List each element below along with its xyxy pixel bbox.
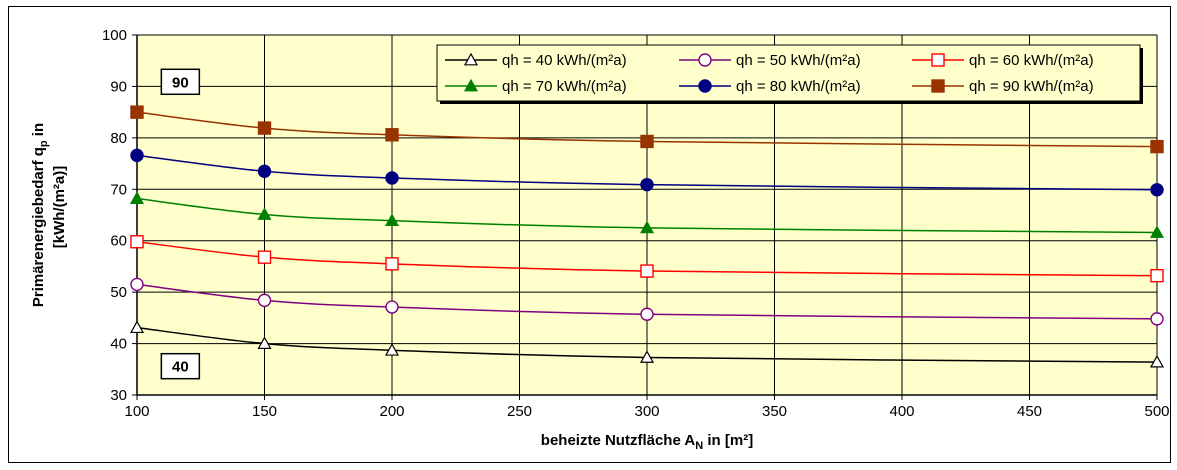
y-tick-label: 50 bbox=[110, 284, 127, 301]
data-point bbox=[1150, 312, 1164, 326]
annotation-box bbox=[160, 352, 201, 380]
series-group bbox=[129, 105, 1165, 368]
y-tick-label: 100 bbox=[102, 27, 127, 44]
x-tick-label: 500 bbox=[1144, 403, 1169, 420]
legend-label: qh = 40 kWh/(m²a) bbox=[502, 52, 627, 69]
y-axis-title-line2: [kWh/(m²a)] bbox=[51, 166, 68, 249]
annotation-label: 40 bbox=[172, 359, 189, 376]
legend-item-4: qh = 70 kWh/(m²a) bbox=[445, 78, 627, 95]
legend-label: qh = 70 kWh/(m²a) bbox=[502, 78, 627, 95]
x-tick-label: 100 bbox=[124, 403, 149, 420]
tick-labels: 100 150 200 250 300 350 400 450 500 30 40 50 60 70 80 9… bbox=[102, 27, 1170, 420]
data-point bbox=[384, 343, 400, 356]
annotations: 90 40 bbox=[160, 68, 201, 380]
legend-label: qh = 60 kWh/(m²a) bbox=[969, 52, 1094, 69]
series-line bbox=[136, 154, 1158, 191]
series-3 bbox=[130, 235, 1164, 283]
data-point bbox=[639, 350, 655, 363]
data-point bbox=[931, 53, 945, 67]
data-point bbox=[640, 134, 654, 149]
data-point bbox=[640, 264, 654, 278]
data-point bbox=[1150, 139, 1164, 154]
series-1 bbox=[129, 320, 1165, 368]
series-line bbox=[136, 197, 1158, 234]
x-tick-label: 200 bbox=[379, 403, 404, 420]
x-axis-title: beheizte Nutzfläche AN in [m²] bbox=[541, 432, 753, 452]
data-point bbox=[130, 277, 144, 292]
series-line bbox=[136, 326, 1158, 363]
series-line bbox=[136, 111, 1158, 148]
data-point bbox=[130, 148, 144, 163]
data-point bbox=[385, 171, 399, 185]
data-point bbox=[698, 53, 712, 67]
legend-item-3: qh = 60 kWh/(m²a) bbox=[912, 52, 1094, 69]
y-tick-label: 30 bbox=[110, 387, 127, 404]
series-line bbox=[136, 283, 1158, 320]
data-point bbox=[463, 52, 479, 66]
data-point bbox=[1149, 354, 1165, 368]
y-tick-label: 80 bbox=[110, 130, 127, 147]
x-tick-label: 350 bbox=[762, 403, 787, 420]
data-point bbox=[1149, 225, 1165, 238]
data-point bbox=[639, 220, 655, 234]
data-point bbox=[257, 250, 272, 264]
y-axis-title-line1: Primärenergiebedarf qp in bbox=[30, 123, 50, 307]
data-point bbox=[385, 300, 399, 314]
data-point bbox=[1150, 183, 1164, 197]
legend-label: qh = 80 kWh/(m²a) bbox=[736, 78, 861, 95]
legend-label: qh = 90 kWh/(m²a) bbox=[969, 78, 1094, 95]
y-axis-title: Primärenergiebedarf qp in[kWh/(m²a)] bbox=[30, 123, 68, 307]
legend-label: qh = 50 kWh/(m²a) bbox=[736, 52, 861, 69]
data-point bbox=[130, 105, 144, 119]
series-4 bbox=[129, 191, 1165, 238]
data-point bbox=[463, 78, 479, 92]
data-point bbox=[640, 177, 654, 192]
y-tick-label: 40 bbox=[110, 336, 127, 353]
legend-item-2: qh = 50 kWh/(m²a) bbox=[679, 52, 861, 69]
annotation-box bbox=[160, 68, 201, 96]
legend-box bbox=[436, 44, 1141, 102]
data-point bbox=[385, 257, 399, 271]
x-tick-label: 150 bbox=[252, 403, 277, 420]
series-2 bbox=[130, 277, 1164, 326]
data-point bbox=[384, 213, 400, 227]
series-line bbox=[136, 240, 1158, 277]
y-tick-label: 70 bbox=[110, 181, 127, 198]
data-point bbox=[129, 191, 145, 204]
y-tick-label: 90 bbox=[110, 78, 127, 95]
data-point bbox=[385, 128, 399, 142]
series-5 bbox=[130, 148, 1164, 197]
data-point bbox=[698, 79, 712, 93]
legend-item-6: qh = 90 kWh/(m²a) bbox=[912, 78, 1094, 95]
data-point bbox=[257, 164, 272, 178]
data-point bbox=[257, 336, 272, 349]
data-point bbox=[257, 207, 272, 220]
data-point bbox=[1150, 268, 1164, 283]
series-6 bbox=[130, 105, 1164, 154]
data-point bbox=[640, 307, 654, 321]
x-tick-label: 300 bbox=[634, 403, 659, 420]
x-tick-label: 250 bbox=[507, 403, 532, 420]
legend-item-1: qh = 40 kWh/(m²a) bbox=[445, 52, 627, 69]
data-point bbox=[129, 320, 145, 334]
x-tick-label: 400 bbox=[889, 403, 914, 420]
data-point bbox=[130, 235, 144, 249]
data-point bbox=[257, 293, 272, 308]
annotation-label: 90 bbox=[172, 74, 189, 91]
x-tick-label: 450 bbox=[1017, 403, 1042, 420]
legend: qh = 40 kWh/(m²a) qh = 50 kWh/(m²a) qh = 6… bbox=[436, 44, 1143, 104]
data-point bbox=[931, 79, 945, 93]
y-tick-label: 60 bbox=[110, 233, 127, 250]
legend-item-5: qh = 80 kWh/(m²a) bbox=[679, 78, 861, 95]
data-point bbox=[257, 121, 272, 135]
